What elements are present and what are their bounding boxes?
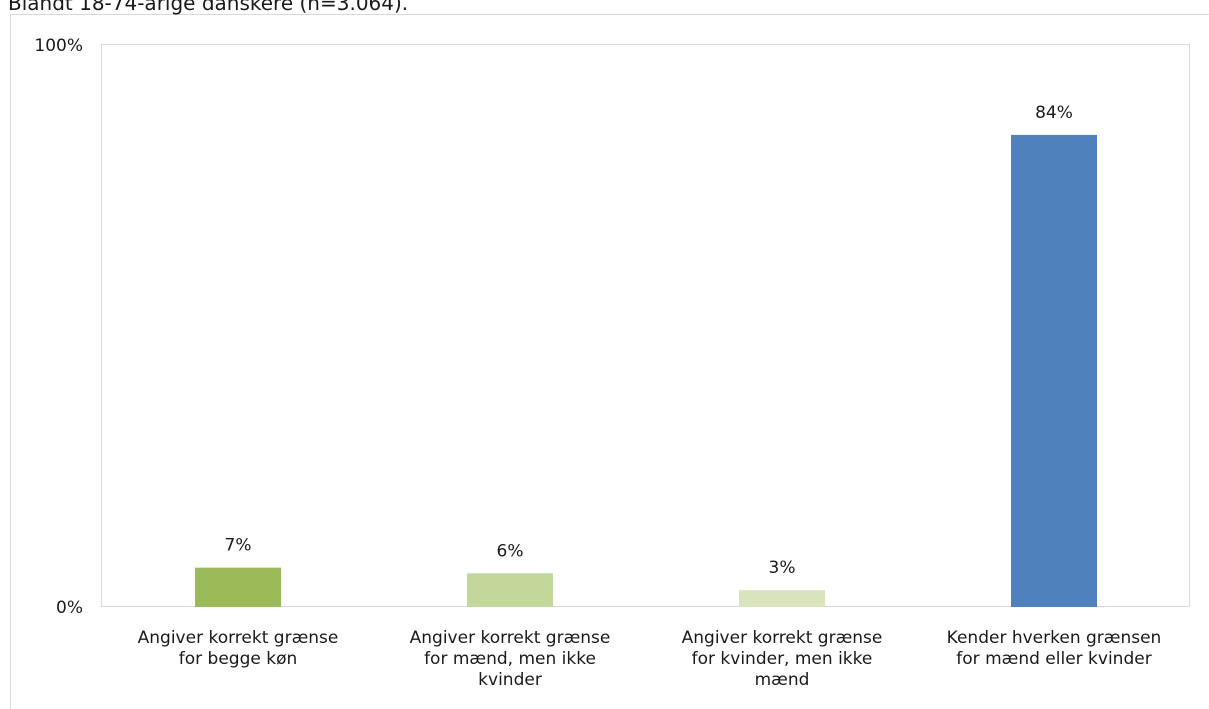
y-axis: 0% 100% (34, 36, 83, 618)
data-label: 3% (769, 558, 796, 578)
x-tick-label: Angiver korrekt grænse for kvinder, men i… (682, 628, 883, 690)
data-label: 6% (497, 541, 524, 561)
bar (195, 567, 281, 607)
data-labels: 7% 6% 3% 84% (225, 103, 1073, 578)
bar-series (195, 134, 1097, 608)
bar (467, 573, 553, 607)
data-label: 7% (225, 536, 252, 556)
data-label: 84% (1035, 103, 1073, 123)
bar (739, 590, 825, 607)
chart-caption: Blandt 18-74-årige danskere (n=3.064). (8, 0, 409, 15)
x-tick-label: Angiver korrekt grænse for begge køn (138, 628, 339, 669)
y-tick-label: 100% (34, 36, 83, 56)
y-tick-label: 0% (56, 598, 83, 618)
x-tick-label: Kender hverken grænsen for mænd eller kvi… (947, 628, 1162, 669)
x-tick-label: Angiver korrekt grænse for mænd, men ikke… (410, 628, 611, 690)
plot-area (101, 44, 1190, 607)
x-axis: Angiver korrekt grænse for begge køn Angiv… (138, 628, 1162, 690)
bar (1011, 134, 1097, 608)
